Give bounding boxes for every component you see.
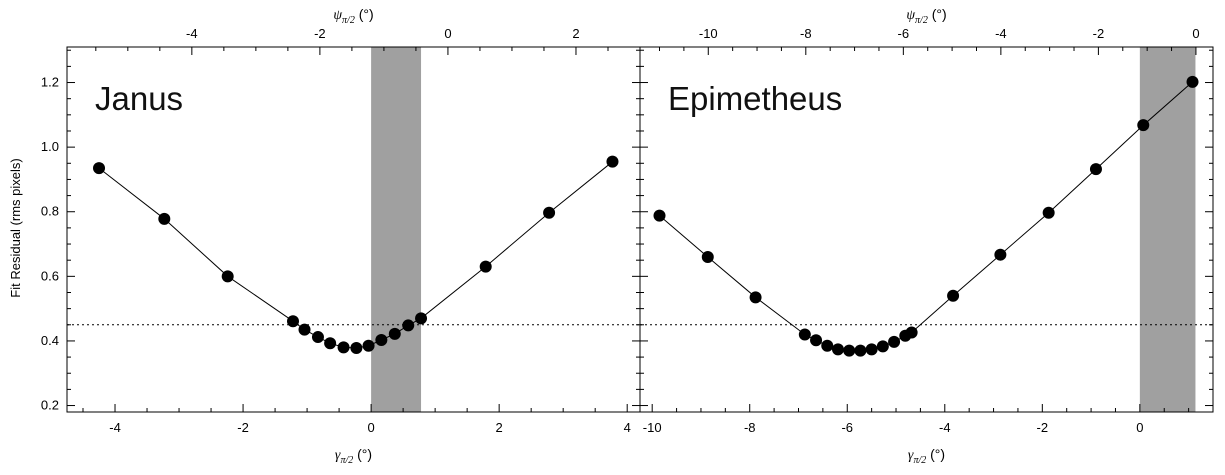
epimetheus-series-line <box>659 81 1193 352</box>
janus-data-point <box>350 342 363 355</box>
epimetheus-data-point <box>876 340 889 353</box>
janus-panel-title: Janus <box>95 80 183 117</box>
janus-data-point <box>388 327 401 340</box>
y-tick-label: 1.2 <box>41 75 59 90</box>
epimetheus-bottom-axis-title: γπ/2 (°) <box>908 446 945 466</box>
epimetheus-shaded-band <box>1139 47 1196 412</box>
epimetheus-data-point <box>749 291 762 304</box>
y-tick-label: 0.4 <box>41 333 59 348</box>
epimetheus-data-point <box>1137 119 1150 132</box>
janus-x-tick-label: 4 <box>624 420 631 435</box>
epimetheus-data-point <box>947 289 960 302</box>
epimetheus-data-point <box>865 343 878 356</box>
epimetheus-data-point <box>888 335 901 348</box>
epimetheus-data-point <box>843 344 856 357</box>
epimetheus-x-tick-label: -8 <box>744 420 756 435</box>
janus-data-point <box>311 331 324 344</box>
epimetheus-x-tick-label: -6 <box>841 420 853 435</box>
janus-data-point <box>375 333 388 346</box>
janus-shaded-band <box>371 47 422 412</box>
janus-data-point <box>362 339 375 352</box>
janus-data-point <box>221 270 234 283</box>
epimetheus-data-point <box>810 334 823 347</box>
janus-top-tick-label: -4 <box>186 26 198 41</box>
epimetheus-top-tick-label: -2 <box>1093 26 1105 41</box>
janus-data-point <box>286 315 299 328</box>
janus-data-point <box>415 312 428 325</box>
epimetheus-data-point <box>1089 163 1102 176</box>
epimetheus-top-tick-label: -6 <box>898 26 910 41</box>
janus-x-tick-label: -2 <box>237 420 249 435</box>
janus-x-tick-label: 0 <box>367 420 374 435</box>
epimetheus-data-point <box>854 344 867 357</box>
janus-x-tick-label: -4 <box>109 420 121 435</box>
epimetheus-data-point <box>1186 75 1199 88</box>
epimetheus-data-point <box>905 326 918 339</box>
janus-data-point <box>543 206 556 219</box>
janus-data-point <box>298 323 311 336</box>
epimetheus-data-point <box>653 209 666 222</box>
y-tick-label: 0.2 <box>41 398 59 413</box>
janus-top-axis-title: ψπ/2 (°) <box>333 6 373 26</box>
epimetheus-x-tick-label: -2 <box>1037 420 1049 435</box>
janus-data-point <box>337 341 350 354</box>
y-tick-label: 0.6 <box>41 268 59 283</box>
epimetheus-data-point <box>994 248 1007 261</box>
epimetheus-top-axis-title: ψπ/2 (°) <box>906 6 946 26</box>
epimetheus-plot-frame <box>639 46 1214 413</box>
epimetheus-x-tick-label: -10 <box>643 420 662 435</box>
epimetheus-data-point <box>798 328 811 341</box>
janus-data-point <box>479 260 492 273</box>
janus-data-point <box>402 319 415 332</box>
janus-top-tick-label: 2 <box>572 26 579 41</box>
janus-data-point <box>93 162 106 175</box>
y-tick-label: 0.8 <box>41 204 59 219</box>
janus-data-point <box>158 212 171 225</box>
epimetheus-top-tick-label: -10 <box>699 26 718 41</box>
epimetheus-data-point <box>821 339 834 352</box>
epimetheus-panel: -10 -8 -6 -4 -2 0 -10 -8 -6 -4 -2 0 Epimetheus γπ/2 (… <box>639 6 1214 466</box>
epimetheus-x-tick-label: 0 <box>1136 420 1143 435</box>
janus-data-point <box>324 337 337 350</box>
janus-top-tick-label: 0 <box>444 26 451 41</box>
y-tick-label: 1.0 <box>41 139 59 154</box>
janus-data-point <box>606 155 619 168</box>
epimetheus-data-point <box>831 343 844 356</box>
janus-panel: -4 -2 0 2 4 -4 -2 0 2 0.2 0.4 0.6 0.8 1.0 1.2 Janus γπ/2… <box>41 6 641 466</box>
janus-bottom-axis-title: γπ/2 (°) <box>335 446 372 466</box>
janus-top-tick-label: -2 <box>314 26 326 41</box>
janus-x-tick-label: 2 <box>496 420 503 435</box>
epimetheus-top-tick-label: 0 <box>1192 26 1199 41</box>
y-axis-label: Fit Residual (rms pixels) <box>8 158 23 297</box>
epimetheus-top-tick-label: -4 <box>995 26 1007 41</box>
epimetheus-data-point <box>1042 206 1055 219</box>
epimetheus-top-tick-label: -8 <box>800 26 812 41</box>
epimetheus-x-tick-label: -4 <box>939 420 951 435</box>
janus-series-line <box>98 161 613 349</box>
epimetheus-data-point <box>701 250 714 263</box>
epimetheus-panel-title: Epimetheus <box>668 80 842 117</box>
